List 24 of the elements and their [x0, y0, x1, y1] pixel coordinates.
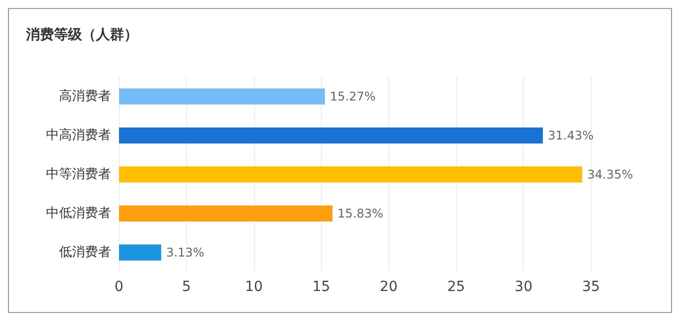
- x-tick-label: 30: [514, 279, 532, 295]
- x-tick-label: 20: [380, 279, 398, 295]
- chart-title: 消费等级（人群）: [25, 27, 138, 43]
- y-tick-label: 中等消费者: [46, 167, 111, 182]
- bar: [119, 206, 332, 222]
- x-tick-label: 35: [582, 279, 600, 295]
- data-label: 15.83%: [337, 206, 384, 220]
- x-tick-label: 25: [447, 279, 466, 295]
- y-tick-label: 低消费者: [59, 245, 111, 260]
- data-label: 34.35%: [587, 168, 633, 182]
- y-tick-label: 高消费者: [59, 88, 111, 104]
- data-label: 3.13%: [166, 246, 204, 260]
- x-tick-label: 5: [182, 279, 191, 295]
- bar: [119, 88, 325, 104]
- bar: [119, 128, 543, 144]
- bar: [119, 244, 162, 260]
- x-tick-label: 10: [244, 279, 263, 295]
- data-label: 15.27%: [330, 90, 376, 104]
- x-tick-label: 0: [114, 279, 124, 295]
- y-tick-label: 中低消费者: [46, 206, 111, 221]
- bar: [119, 166, 582, 182]
- y-tick-label: 中高消费者: [46, 127, 111, 143]
- x-tick-label: 15: [312, 279, 330, 295]
- data-label: 31.43%: [548, 128, 594, 142]
